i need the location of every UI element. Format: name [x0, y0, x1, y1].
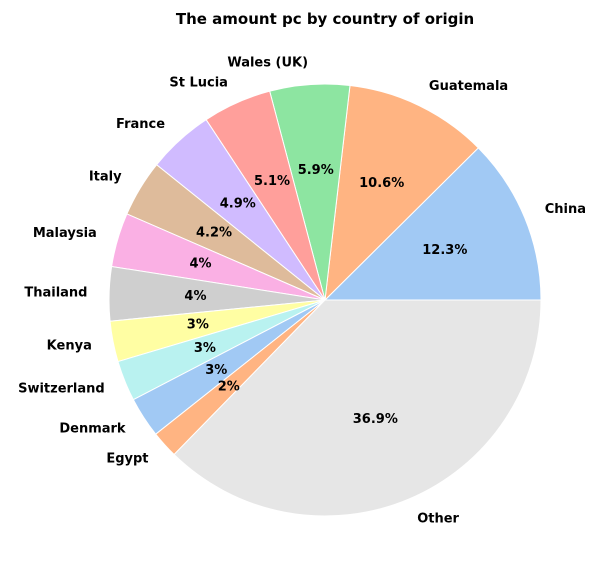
pct-label-switzerland: 3%	[194, 341, 216, 356]
category-label-malaysia: Malaysia	[33, 226, 97, 241]
category-label-guatemala: Guatemala	[429, 79, 508, 94]
pct-label-guatemala: 10.6%	[359, 176, 404, 191]
pct-label-thailand: 4%	[184, 289, 206, 304]
pct-label-wales-uk: 5.9%	[298, 163, 334, 178]
pct-label-st-lucia: 5.1%	[254, 174, 290, 189]
category-label-other: Other	[417, 511, 459, 526]
pct-label-denmark: 3%	[205, 363, 227, 378]
pie-slice-other	[173, 299, 542, 517]
pct-label-italy: 4.2%	[196, 226, 232, 241]
pct-label-france: 4.9%	[220, 197, 256, 212]
pct-label-china: 12.3%	[422, 243, 467, 258]
pie-slices	[108, 83, 542, 517]
pct-label-malaysia: 4%	[190, 256, 212, 271]
category-labels: China Guatemala Wales (UK) St Lucia France It…	[18, 56, 586, 527]
category-label-france: France	[116, 117, 165, 132]
pct-label-egypt: 2%	[218, 379, 240, 394]
category-label-thailand: Thailand	[24, 286, 87, 301]
category-label-switzerland: Switzerland	[18, 382, 105, 397]
category-label-wales-uk: Wales (UK)	[227, 56, 308, 71]
category-label-denmark: Denmark	[59, 422, 126, 437]
pie-slice-china	[323, 147, 542, 301]
category-label-st-lucia: St Lucia	[169, 76, 228, 91]
chart-title: The amount pc by country of origin	[176, 10, 474, 28]
category-label-china: China	[545, 202, 586, 217]
category-label-egypt: Egypt	[106, 452, 148, 467]
pie-slice-guatemala	[324, 84, 480, 302]
pct-label-kenya: 3%	[187, 317, 209, 332]
percentage-labels: 12.3%10.6%5.9%5.1%4.9%4.2%4%4%3%3%3%2%36…	[184, 163, 467, 427]
category-label-kenya: Kenya	[47, 338, 92, 353]
pct-label-other: 36.9%	[353, 412, 398, 427]
category-label-italy: Italy	[89, 170, 122, 185]
